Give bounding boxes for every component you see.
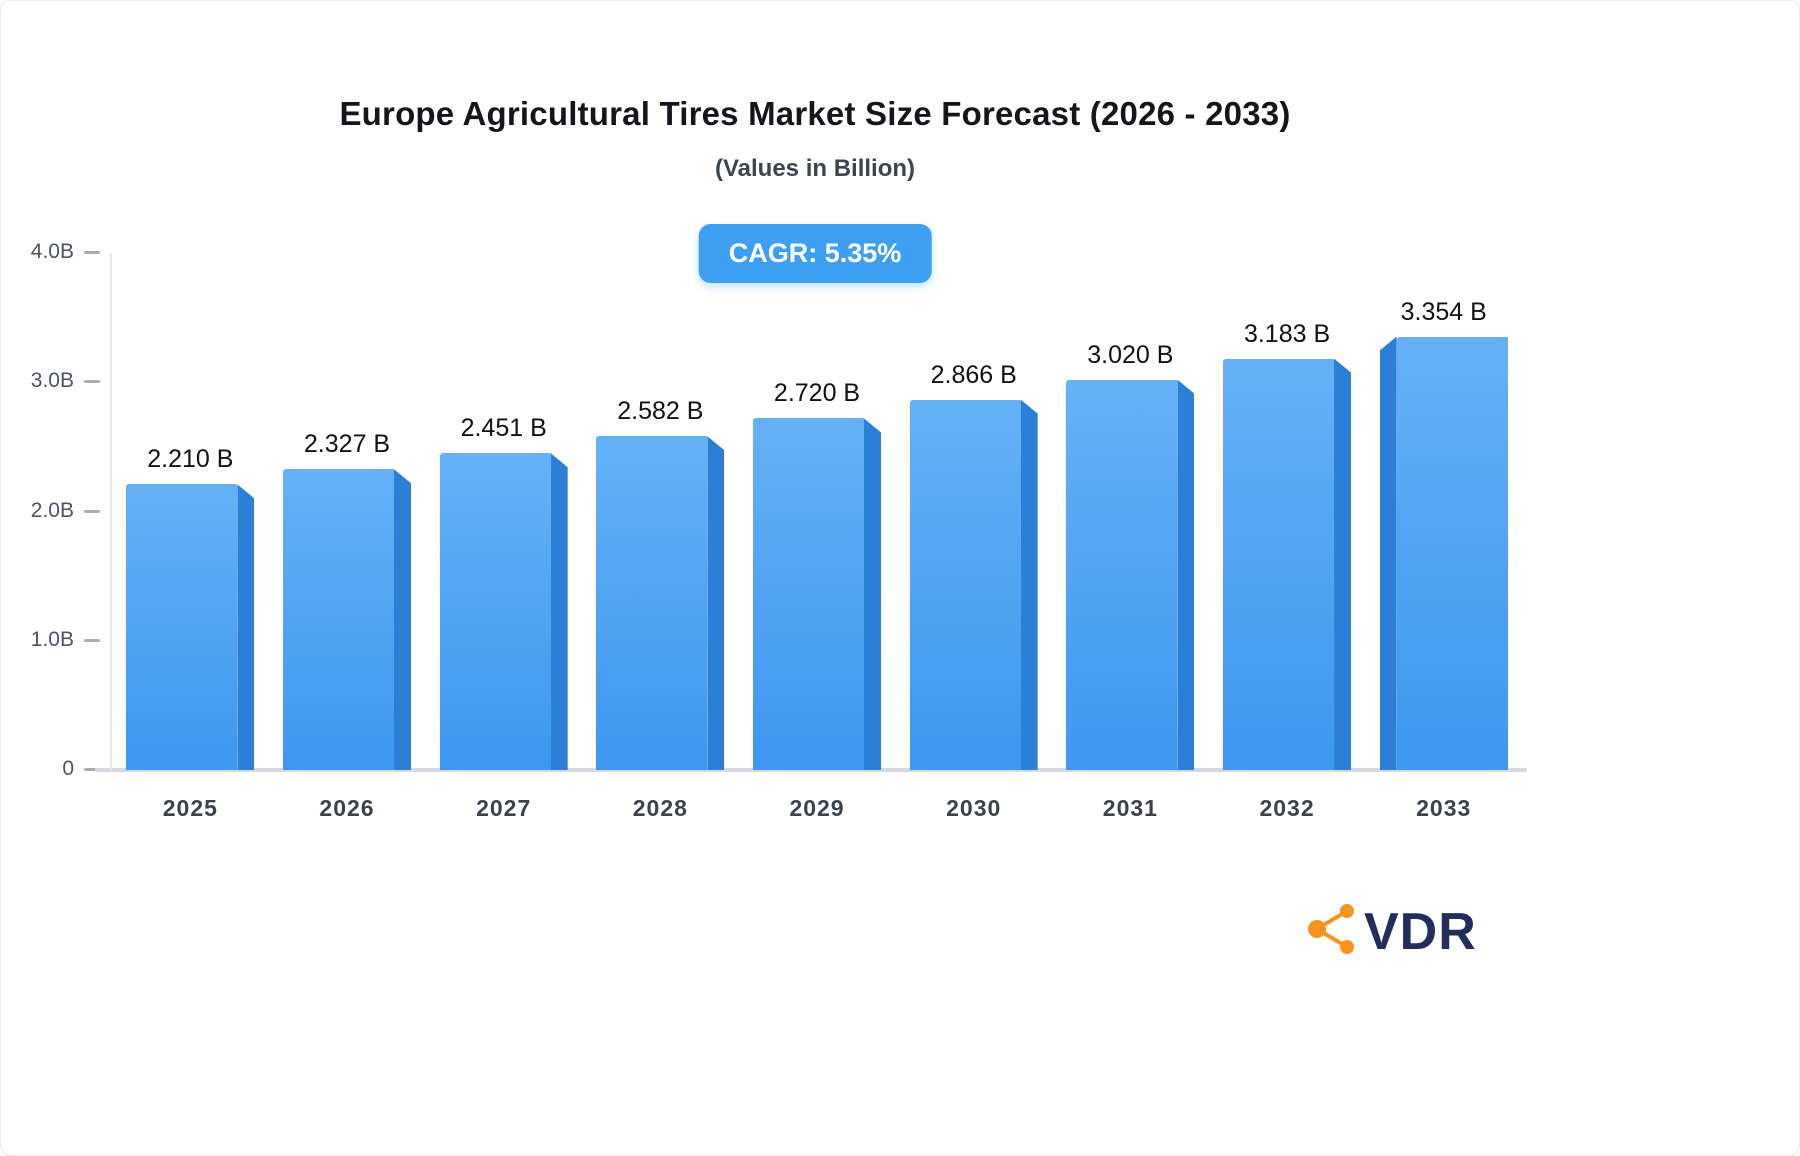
x-axis-label: 2033: [1416, 795, 1472, 821]
value-label: 2.327 B: [303, 430, 391, 459]
bar-side: [707, 436, 725, 770]
bar: 2.866 B: [909, 361, 1038, 770]
bar-side: [237, 484, 255, 770]
cagr-badge: CAGR: 5.35%: [698, 224, 932, 283]
bar-group: 2.210 B 2025: [112, 253, 269, 821]
tick-dash: [84, 251, 100, 254]
x-axis-label: 2032: [1259, 795, 1315, 821]
x-axis-line: [95, 768, 1527, 772]
bar: 3.020 B: [1066, 341, 1195, 770]
bar-group: 3.183 B 2032: [1209, 253, 1366, 821]
bar-front: [1396, 336, 1508, 770]
bar: 2.327 B: [283, 430, 411, 770]
x-axis-label: 2026: [319, 795, 375, 821]
bar: 2.582 B: [596, 397, 725, 770]
y-axis: 0 1.0B 2.0B 3.0B 4.0B: [0, 240, 110, 780]
bar-group: 2.720 B 2029: [739, 253, 896, 821]
y-tick-label: 0: [62, 757, 74, 780]
bar-front: [126, 484, 238, 770]
chart-header: Europe Agricultural Tires Market Size Fo…: [0, 95, 1630, 183]
y-tick-label: 4.0B: [30, 240, 74, 263]
bar-side: [1334, 358, 1352, 770]
bar-group: 2.451 B 2027: [425, 253, 582, 821]
bar-side: [864, 418, 882, 770]
bar-group: 2.327 B 2026: [269, 253, 426, 821]
bar-side: [394, 469, 411, 770]
bar: 3.183 B: [1223, 320, 1352, 770]
chart-subtitle: (Values in Billion): [714, 155, 916, 182]
bar-front: [1066, 379, 1178, 770]
value-label: 3.183 B: [1243, 319, 1331, 348]
bar-group: 3.354 B 2033: [1365, 253, 1522, 821]
bar-front: [283, 469, 394, 770]
y-tick-label: 2.0B: [30, 498, 74, 522]
bar-side: [550, 453, 568, 770]
x-axis-label: 2031: [1102, 795, 1158, 821]
bar: 2.210 B: [126, 445, 255, 770]
bar: 3.354 B: [1379, 298, 1508, 770]
tick-dash: [84, 380, 100, 384]
x-axis-label: 2030: [946, 795, 1002, 821]
bar-group: 3.020 B 2031: [1052, 253, 1209, 821]
plot-area: 2.210 B 2025 2.327 B 2026 2.451 B 2027 2.582 B…: [110, 253, 1522, 821]
bar-front: [596, 436, 708, 770]
x-axis-label: 2027: [476, 795, 532, 821]
chart-title: Europe Agricultural Tires Market Size Fo…: [339, 95, 1291, 132]
x-axis-label: 2025: [162, 795, 218, 821]
bar-side: [1020, 399, 1038, 770]
bar-side: [1177, 379, 1195, 770]
tick-dash: [84, 509, 100, 513]
value-label: 2.720 B: [773, 379, 861, 408]
value-label: 3.354 B: [1400, 297, 1487, 326]
x-axis-label: 2028: [632, 795, 688, 821]
bar-front: [439, 453, 551, 770]
bar: 2.720 B: [753, 379, 882, 770]
value-label: 2.866 B: [930, 360, 1017, 389]
value-label: 2.451 B: [460, 414, 547, 443]
bar-front: [1223, 358, 1335, 770]
vdr-logo: VDR: [1306, 900, 1477, 963]
value-label: 2.582 B: [617, 397, 704, 426]
vdr-logo-text: VDR: [1364, 902, 1477, 961]
vdr-logo-icon: [1306, 900, 1360, 963]
bar: 2.451 B: [439, 414, 568, 770]
y-tick-label: 1.0B: [30, 627, 74, 651]
value-label: 3.020 B: [1087, 340, 1174, 369]
bar-front: [909, 399, 1021, 770]
value-label: 2.210 B: [147, 445, 234, 474]
bar-side: [1379, 336, 1397, 770]
bar-group: 2.866 B 2030: [895, 253, 1052, 821]
tick-dash: [84, 768, 100, 771]
x-axis-label: 2029: [789, 795, 845, 821]
tick-dash: [84, 638, 100, 642]
bar-group: 2.582 B 2028: [582, 253, 739, 821]
y-tick-label: 3.0B: [30, 369, 74, 393]
bar-front: [753, 418, 865, 770]
